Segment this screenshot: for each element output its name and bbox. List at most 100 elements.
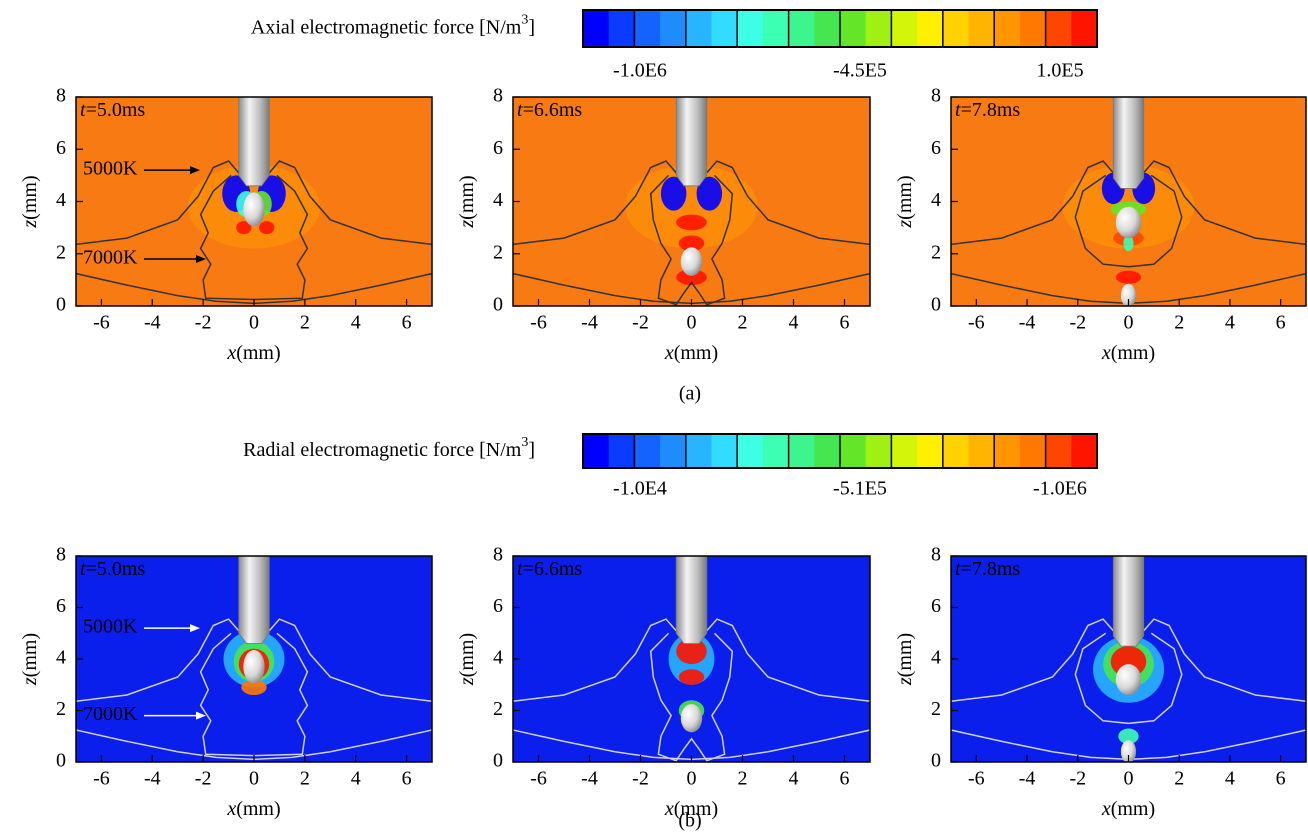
field-blob	[676, 269, 707, 286]
isotherm-7000k	[649, 632, 734, 762]
y-tick-label: 8	[56, 544, 66, 566]
colorbar-title: Radial electromagnetic force [N/m3]	[243, 435, 535, 460]
colorbar-segment	[994, 10, 1021, 47]
y-tick-label: 8	[56, 85, 66, 107]
colorbar-label: -1.0E4	[613, 478, 667, 500]
colorbar-segment	[788, 10, 815, 47]
colorbar-segment	[608, 434, 635, 468]
colorbar-title-sup: 3	[521, 435, 528, 450]
y-axis-label: z(mm)	[19, 175, 41, 228]
x-tick-label: 6	[840, 768, 850, 790]
colorbar-title-end: ]	[528, 16, 535, 38]
x-tick-label: 6	[402, 312, 412, 334]
plot-area	[951, 97, 1306, 306]
x-tick-label: 0	[249, 768, 259, 790]
x-tick-label: 0	[1124, 768, 1134, 790]
colorbar-segment	[762, 10, 790, 47]
field-blob	[1115, 270, 1142, 284]
colorbar-segment	[711, 434, 738, 468]
x-axis-unit: (mm)	[1111, 342, 1155, 364]
y-axis-var: z	[456, 677, 478, 686]
time-label: t=5.0ms	[80, 558, 145, 580]
field-blob	[660, 176, 687, 211]
x-tick-label: 4	[1225, 768, 1235, 790]
field-blob	[236, 221, 252, 235]
x-tick-label: 4	[789, 312, 799, 334]
colorbar-segment	[942, 10, 969, 47]
x-tick-label: 6	[1276, 768, 1286, 790]
y-tick-label: 0	[493, 750, 503, 772]
electrode	[238, 556, 270, 644]
x-axis-label: x(mm)	[664, 342, 718, 364]
field-blob	[678, 235, 705, 252]
y-tick-label: 4	[56, 647, 66, 669]
y-axis-var: z	[894, 220, 916, 229]
x-axis-var: x	[1101, 342, 1111, 364]
x-axis-var: x	[1101, 798, 1111, 820]
plot-area	[951, 556, 1306, 762]
colorbar-label: 1.0E5	[1036, 60, 1083, 82]
droplet	[680, 247, 703, 276]
y-axis-var: z	[894, 677, 916, 686]
y-tick-label: 6	[493, 137, 503, 159]
y-tick-label: 0	[493, 294, 503, 316]
colorbar-segment	[762, 434, 790, 468]
y-axis-var: z	[19, 220, 41, 229]
x-tick-label: -6	[530, 312, 547, 334]
x-axis-unit: (mm)	[674, 798, 718, 820]
x-tick-label: 2	[738, 768, 748, 790]
time-var: t	[80, 558, 86, 580]
plot-area	[76, 97, 432, 306]
isotherm-7000k	[649, 174, 734, 306]
y-tick-label: 2	[493, 241, 503, 263]
x-tick-label: -4	[581, 768, 598, 790]
y-tick-label: 4	[493, 189, 503, 211]
droplet	[1115, 206, 1142, 239]
colorbar-title: Axial electromagnetic force [N/m3]	[251, 13, 535, 38]
y-tick-label: 0	[56, 294, 66, 316]
colorbar-segment	[737, 10, 764, 47]
y-tick-label: 4	[931, 647, 941, 669]
colorbar-title-sup: 3	[521, 13, 528, 28]
x-tick-label: 0	[249, 312, 259, 334]
annotation: 7000K	[83, 247, 138, 269]
colorbar-segment	[968, 10, 995, 47]
colorbar-segment	[1045, 10, 1072, 47]
x-tick-label: -2	[195, 768, 212, 790]
y-tick-label: 6	[56, 595, 66, 617]
colorbar-segment	[994, 434, 1021, 468]
droplet	[243, 649, 265, 684]
y-axis-unit: (mm)	[19, 175, 41, 219]
x-tick-label: 4	[351, 768, 361, 790]
colorbar-frame	[582, 9, 1098, 48]
y-axis-label: z(mm)	[19, 633, 41, 686]
annotation-arrowhead	[190, 624, 200, 633]
colorbar-segment	[660, 10, 687, 47]
colorbar-segment	[1019, 10, 1047, 47]
x-tick-label: -2	[195, 312, 212, 334]
colorbar-frame	[582, 433, 1098, 469]
x-tick-label: 0	[1124, 312, 1134, 334]
colorbar-title-end: ]	[528, 439, 535, 461]
field-blob	[241, 679, 267, 696]
colorbar-segment	[1071, 434, 1098, 468]
y-tick-label: 0	[56, 750, 66, 772]
droplet	[1115, 664, 1142, 696]
time-value: =6.6ms	[523, 99, 583, 121]
annotation-arrowhead	[196, 254, 206, 263]
electrode	[675, 97, 708, 187]
field-blob	[676, 638, 707, 665]
x-tick-label: 2	[300, 768, 310, 790]
x-tick-label: 4	[1225, 312, 1235, 334]
colorbar-label: -4.5E5	[833, 60, 887, 82]
y-axis-label: z(mm)	[456, 633, 478, 686]
x-axis-var: x	[664, 798, 674, 820]
x-axis-label: x(mm)	[226, 342, 280, 364]
y-tick-label: 6	[931, 595, 941, 617]
colorbar-segment	[711, 10, 738, 47]
droplet	[243, 192, 265, 227]
colorbar-segment	[891, 10, 918, 47]
field-blob	[678, 669, 705, 685]
colorbar-segment	[917, 434, 944, 468]
